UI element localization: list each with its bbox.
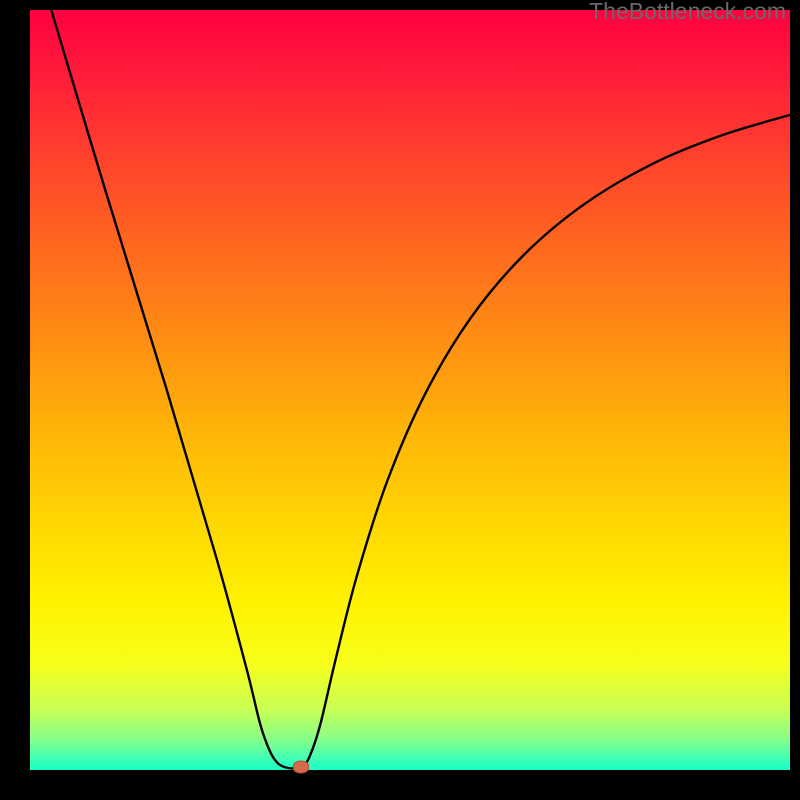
- bottleneck-curve: [30, 10, 790, 770]
- chart-container: TheBottleneck.com: [0, 0, 800, 800]
- optimal-point-marker: [293, 761, 309, 774]
- watermark-text: TheBottleneck.com: [589, 0, 786, 25]
- plot-area: [30, 10, 790, 770]
